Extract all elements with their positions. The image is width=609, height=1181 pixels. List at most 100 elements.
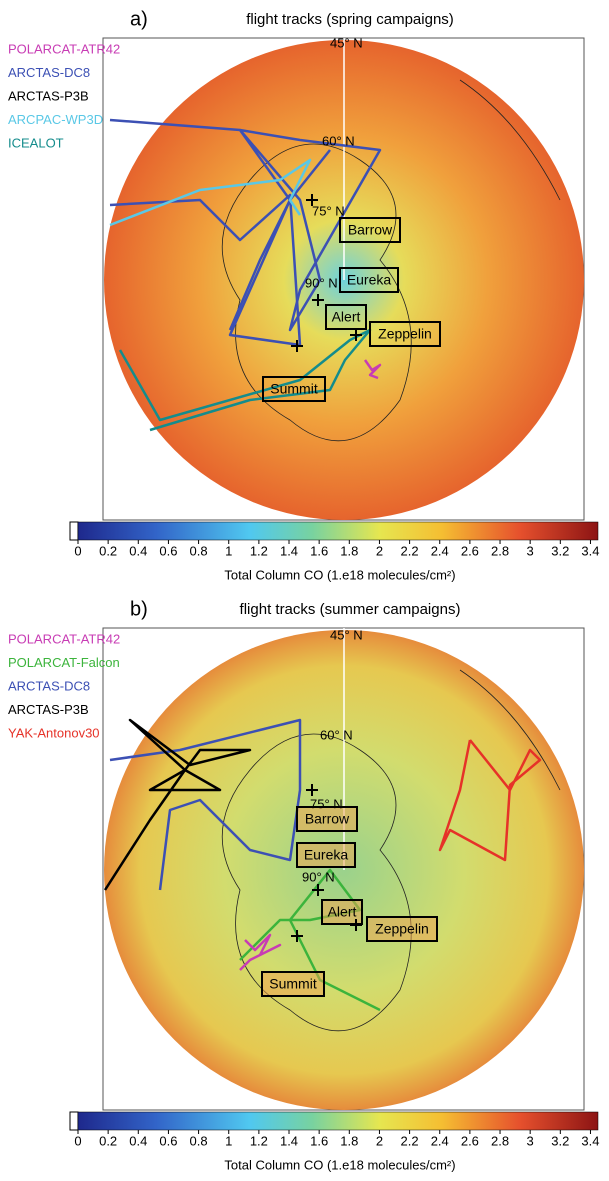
panel-label: b) (130, 598, 148, 620)
station-label: Alert (332, 309, 361, 325)
colorbar (77, 521, 599, 541)
colorbar-under (69, 521, 79, 541)
station-box (296, 842, 356, 868)
latitude-label: 90° N (305, 275, 338, 290)
colorbar-tick-label: 1.2 (250, 1133, 268, 1148)
colorbar-tick-label: 1.4 (280, 1133, 298, 1148)
latitude-label: 45° N (330, 35, 363, 50)
panel-title: flight tracks (summer campaigns) (240, 601, 461, 618)
colorbar-tick-label: 0.6 (159, 1133, 177, 1148)
colorbar-tick-label: 0 (74, 1133, 81, 1148)
station-label: Barrow (305, 811, 350, 827)
station-label: Summit (269, 976, 317, 992)
station-label: Barrow (348, 222, 393, 238)
legend-entry: YAK-Antonov30 (8, 725, 100, 740)
panel-label: a) (130, 8, 148, 30)
legend-entry: ARCTAS-DC8 (8, 678, 90, 693)
colorbar-tick-label: 2.8 (491, 543, 509, 558)
colorbar-tick-label: 1.8 (340, 543, 358, 558)
colorbar-tick-label: 2.6 (461, 543, 479, 558)
station-box (325, 304, 367, 330)
station-label: Eureka (347, 272, 392, 288)
colorbar-tick-label: 2.4 (431, 543, 449, 558)
site-marker (291, 930, 303, 942)
flight-track (363, 359, 382, 380)
colorbar-tick-label: 1 (225, 543, 232, 558)
legend-entry: POLARCAT-Falcon (8, 655, 120, 670)
station-label: Alert (328, 904, 357, 920)
flight-track (438, 739, 542, 862)
colorbar-tick-label: 0.6 (159, 543, 177, 558)
legend-entry: POLARCAT-ATR42 (8, 631, 120, 646)
legend-entry: POLARCAT-ATR42 (8, 41, 120, 56)
colorbar-tick-label: 0.4 (129, 543, 147, 558)
colorbar-tick-label: 1.4 (280, 543, 298, 558)
colorbar-tick-label: 1 (225, 1133, 232, 1148)
colorbar-tick-label: 2.8 (491, 1133, 509, 1148)
site-marker (291, 340, 303, 352)
latitude-label: 90° N (302, 869, 335, 884)
station-box (339, 217, 401, 243)
legend-entry: ARCTAS-DC8 (8, 65, 90, 80)
latitude-label: 45° N (330, 627, 363, 642)
station-box (339, 267, 399, 293)
flight-track (239, 933, 282, 971)
coastline (221, 669, 561, 1032)
panel-title: flight tracks (spring campaigns) (246, 11, 454, 28)
colorbar-tick-label: 0.8 (190, 1133, 208, 1148)
legend-entry: ICEALOT (8, 135, 64, 150)
colorbar-tick-label: 3.2 (551, 543, 569, 558)
site-marker (306, 784, 318, 796)
site-marker (350, 329, 362, 341)
panel: a) flight tracks (spring campaigns) POLARC… (8, 8, 600, 582)
station-label: Eureka (304, 847, 349, 863)
colorbar-tick-label: 0.2 (99, 1133, 117, 1148)
colorbar-tick-label: 3 (527, 1133, 534, 1148)
station-box (261, 971, 325, 997)
colorbar-tick-label: 3.4 (581, 543, 599, 558)
panel: b) flight tracks (summer campaigns) POLARC… (8, 598, 600, 1172)
station-box (262, 376, 326, 402)
colorbar-tick-label: 1.2 (250, 543, 268, 558)
flight-track (109, 149, 331, 347)
colorbar-tick-label: 1.6 (310, 543, 328, 558)
colorbar-tick-label: 2.2 (401, 1133, 419, 1148)
colorbar-tick-label: 2.2 (401, 543, 419, 558)
colorbar-tick-label: 1.8 (340, 1133, 358, 1148)
site-marker (312, 884, 324, 896)
station-label: Summit (270, 381, 318, 397)
station-label: Zeppelin (375, 921, 429, 937)
flight-track (239, 868, 381, 1012)
station-label: Zeppelin (378, 326, 432, 342)
legend-entry: ARCPAC-WP3D (8, 112, 103, 127)
colorbar-tick-label: 0 (74, 543, 81, 558)
colorbar (77, 1111, 599, 1131)
colorbar-under (69, 1111, 79, 1131)
flight-track (103, 718, 252, 891)
legend-entry: ARCTAS-P3B (8, 88, 89, 103)
latitude-label: 75° N (312, 203, 345, 218)
site-marker (312, 294, 324, 306)
latitude-label: 60° N (322, 133, 355, 148)
colorbar-label: Total Column CO (1.e18 molecules/cm²) (224, 567, 455, 582)
legend-entry: ARCTAS-P3B (8, 702, 89, 717)
latitude-label: 60° N (320, 727, 353, 742)
flight-track (109, 158, 312, 227)
station-box (369, 321, 441, 347)
colorbar-label: Total Column CO (1.e18 molecules/cm²) (224, 1157, 455, 1172)
colorbar-tick-label: 2 (376, 1133, 383, 1148)
coastline (221, 79, 561, 442)
colorbar-tick-label: 0.8 (190, 543, 208, 558)
flight-track (109, 718, 302, 891)
colorbar-tick-label: 2.4 (431, 1133, 449, 1148)
colorbar-tick-label: 3.4 (581, 1133, 599, 1148)
colorbar-tick-label: 2 (376, 543, 383, 558)
colorbar-tick-label: 0.4 (129, 1133, 147, 1148)
colorbar-tick-label: 0.2 (99, 543, 117, 558)
station-box (321, 899, 363, 925)
colorbar-tick-label: 3 (527, 543, 534, 558)
colorbar-tick-label: 3.2 (551, 1133, 569, 1148)
station-box (296, 806, 358, 832)
site-marker (306, 194, 318, 206)
